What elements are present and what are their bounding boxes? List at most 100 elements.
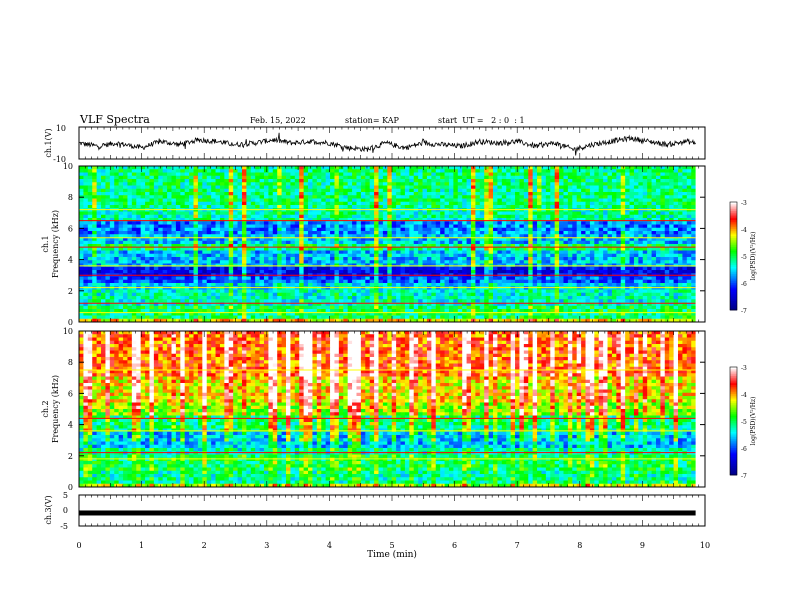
spec1-cell	[290, 260, 296, 264]
spec1-cell	[629, 175, 635, 180]
spec1-cell	[382, 198, 388, 203]
spec1-cell	[171, 198, 177, 203]
spec1-cell	[431, 175, 437, 180]
spec1-cell	[233, 218, 238, 222]
spec1-cell	[175, 240, 181, 245]
spec1-cell	[598, 166, 604, 170]
spec1-cell	[462, 250, 467, 255]
spec1-cell	[550, 237, 556, 242]
spec1-cell	[365, 198, 371, 203]
spec1-cell	[79, 211, 84, 216]
spec1-cell	[682, 182, 688, 186]
spec1-cell	[193, 169, 199, 173]
spec1-cell	[629, 227, 635, 232]
spec1-cell	[554, 250, 560, 255]
spec1-cell	[528, 188, 534, 193]
spec1-cell	[616, 240, 622, 245]
spec1-cell	[576, 237, 582, 242]
spec1-cell	[550, 192, 556, 196]
spec1-cell	[501, 224, 507, 229]
spec1-cell	[145, 185, 150, 190]
spec1-cell	[651, 185, 657, 190]
spec1-cell	[228, 279, 234, 284]
spec1-cell	[101, 257, 106, 261]
spec1-cell	[691, 179, 697, 183]
spec1-cell	[603, 166, 608, 170]
spec1-cell	[506, 214, 512, 219]
spec1-cell	[550, 218, 556, 222]
spec1-cell	[651, 224, 657, 229]
spec1-cell	[167, 231, 172, 235]
spec1-cell	[413, 224, 419, 229]
spec1-cell	[131, 270, 137, 274]
spec1-cell	[246, 205, 252, 209]
spec1-cell	[312, 260, 318, 264]
spec1-cell	[167, 182, 172, 186]
spec1-cell	[162, 266, 168, 271]
spec1-cell	[167, 201, 172, 206]
spec1-cell	[576, 253, 582, 258]
spec1-cell	[528, 205, 534, 209]
spec1-cell	[193, 185, 199, 190]
spec1-cell	[92, 247, 98, 251]
spec1-cell	[255, 247, 260, 251]
spec1-cell	[153, 218, 159, 222]
spec1-cell	[633, 247, 639, 251]
spec1-cell	[550, 175, 556, 180]
spec1-cell	[158, 195, 164, 199]
spec1-cell	[669, 263, 674, 268]
spec1-cell	[356, 214, 362, 219]
spec1-cell	[321, 188, 327, 193]
spec1-cell	[598, 198, 604, 203]
spec1-cell	[145, 257, 150, 261]
spec1-cell	[153, 182, 159, 186]
spec1-cell	[114, 211, 120, 216]
spec1-cell	[572, 266, 578, 271]
spec1-cell	[431, 211, 437, 216]
spec1-cell	[633, 179, 639, 183]
spec1-cell	[197, 266, 203, 271]
spec1-cell	[603, 240, 608, 245]
spec1-cell	[263, 185, 269, 190]
spec1-cell	[79, 276, 84, 281]
spec1-cell	[541, 263, 547, 268]
spec1-cell	[501, 247, 507, 251]
spec1-cell	[387, 270, 393, 274]
spec1-cell	[316, 270, 322, 274]
spec1-cell	[422, 211, 428, 216]
spec1-cell	[162, 169, 168, 173]
spec1-cell	[576, 182, 582, 186]
spec1-cell	[382, 192, 388, 196]
spec1-cell	[123, 192, 128, 196]
spec1-cell	[466, 214, 472, 219]
spec1-cell	[228, 237, 234, 242]
spec1-cell	[396, 231, 401, 235]
spec1-cell	[484, 257, 489, 261]
spec1-cell	[620, 244, 626, 248]
spec1-cell	[250, 231, 256, 235]
spec1-cell	[343, 188, 349, 193]
spec1-cell	[470, 227, 476, 232]
spec1-cell	[127, 270, 133, 274]
spec1-cell	[325, 234, 331, 238]
spec1-cell	[123, 279, 128, 284]
spec1-cell	[391, 195, 397, 199]
spec1-cell	[559, 211, 564, 216]
spec1-cell	[576, 270, 582, 274]
spec1-cell	[691, 221, 697, 225]
spec1-cell	[409, 221, 415, 225]
spec1-cell	[642, 234, 648, 238]
spec1-cell	[603, 244, 608, 248]
spec1-cell	[224, 172, 230, 177]
spec1-cell	[272, 211, 278, 216]
spec1-cell	[237, 247, 243, 251]
spec1-cell	[475, 270, 481, 274]
spec1-cell	[206, 253, 212, 258]
spec1-cell	[312, 253, 318, 258]
spec1-cell	[281, 169, 287, 173]
spec1-cell	[655, 179, 661, 183]
spec1-cell	[655, 195, 661, 199]
spec1-cell	[109, 201, 115, 206]
spec1-cell	[682, 211, 688, 216]
spec1-cell	[237, 260, 243, 264]
